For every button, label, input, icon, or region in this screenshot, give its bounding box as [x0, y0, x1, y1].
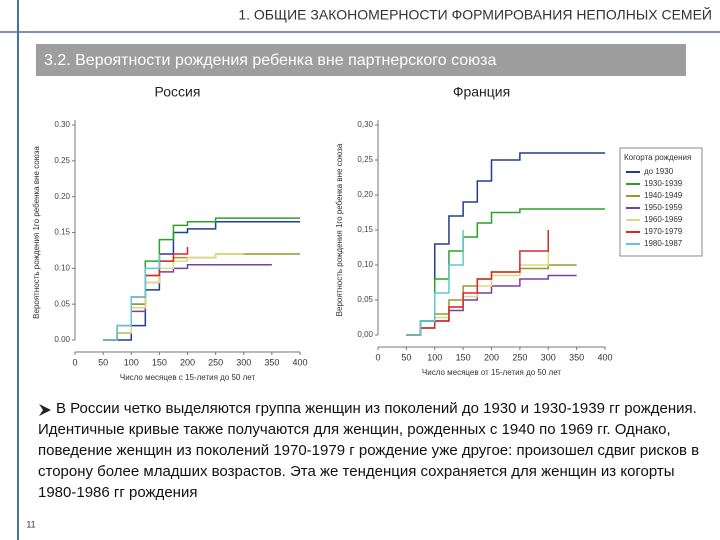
x-tick-label: 100 [427, 352, 442, 362]
y-axis-label: Вероятность рождения 1го ребенка вне сою… [32, 146, 41, 319]
x-tick-label: 150 [152, 357, 167, 367]
y-axis-label: Вероятность рождения 1го ребенка вне сою… [335, 143, 344, 316]
x-tick-label: 350 [569, 352, 584, 362]
y-tick-label: 0.30 [54, 120, 70, 129]
y-tick-label: 0.05 [54, 299, 70, 308]
legend-title: Когорта рождения [624, 153, 691, 162]
subtitle-bar [36, 44, 686, 76]
legend-box [619, 147, 703, 257]
x-tick-label: 300 [541, 352, 556, 362]
legend-label: 1980-1987 [644, 239, 683, 248]
cohort-curve [406, 230, 549, 336]
y-tick-label: 0,10 [357, 260, 373, 269]
x-tick-label: 250 [512, 352, 527, 362]
x-tick-label: 400 [597, 352, 612, 362]
x-tick-label: 50 [98, 357, 108, 367]
x-tick-label: 50 [401, 352, 411, 362]
legend-label: до 1930 [644, 167, 674, 176]
cohort-curve [103, 221, 300, 341]
legend-label: 1940-1949 [644, 191, 683, 200]
y-tick-label: 0.10 [54, 263, 70, 272]
x-tick-label: 100 [124, 357, 139, 367]
y-tick-label: 0,30 [357, 120, 373, 129]
subtitle: 3.2. Вероятности рождения ребенка вне па… [44, 52, 496, 69]
legend-label: 1970-1979 [644, 227, 683, 236]
cohort-curve [103, 264, 272, 341]
legend-label: 1960-1969 [644, 215, 683, 224]
y-tick-label: 0.20 [54, 192, 70, 201]
y-tick-label: 0,05 [357, 295, 373, 304]
legend-label: 1930-1939 [644, 179, 683, 188]
x-tick-label: 400 [292, 357, 307, 367]
x-tick-label: 150 [456, 352, 471, 362]
chart-title: Россия [155, 84, 201, 100]
y-tick-label: 0.00 [54, 335, 70, 344]
cohort-curve [103, 254, 161, 341]
paragraph: В России четко выделяются группа женщин … [38, 400, 700, 501]
subtitle-shade [36, 44, 686, 76]
cohort-curve [103, 253, 244, 341]
page-number: 11 [26, 519, 35, 529]
x-axis-label: Число месяцев с 15-летия до 50 лет [120, 373, 256, 382]
x-tick-label: 200 [180, 357, 195, 367]
x-tick-label: 350 [264, 357, 279, 367]
x-tick-label: 250 [208, 357, 223, 367]
chart-title: Франция [453, 84, 510, 100]
y-tick-label: 0,00 [357, 330, 373, 339]
x-axis-label: Число месяцев от 15-летия до 50 лет [422, 368, 562, 377]
cohort-curve [406, 230, 464, 336]
x-tick-label: 0 [72, 357, 77, 367]
bullet [39, 404, 51, 416]
x-tick-label: 300 [236, 357, 251, 367]
legend-label: 1950-1959 [644, 203, 683, 212]
y-tick-label: 0,20 [357, 190, 373, 199]
y-tick-label: 0.25 [54, 156, 70, 165]
header: 1. ОБЩИЕ ЗАКОНОМЕРНОСТИ ФОРМИРОВАНИЯ НЕП… [238, 6, 712, 23]
cohort-curve [103, 217, 300, 341]
y-tick-label: 0,15 [357, 225, 373, 234]
y-tick-label: 0.15 [54, 228, 70, 237]
y-tick-label: 0,25 [357, 155, 373, 164]
x-tick-label: 200 [484, 352, 499, 362]
x-tick-label: 0 [375, 352, 380, 362]
cohort-curve [406, 152, 605, 336]
